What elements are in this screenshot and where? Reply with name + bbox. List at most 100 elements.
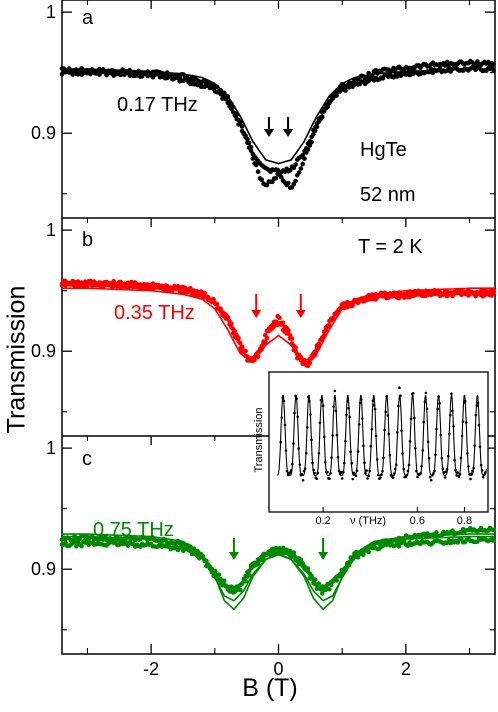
- inset-data-point: [405, 473, 409, 477]
- inset-data-point: [303, 467, 307, 471]
- inset-data-point: [459, 456, 463, 460]
- inset-data-point: [392, 472, 396, 475]
- inset-x-tick-label: 0.6: [410, 515, 425, 527]
- data-point-a: [238, 121, 243, 127]
- data-point-c: [334, 578, 339, 583]
- inset-data-point: [343, 461, 346, 465]
- inset-data-point: [289, 471, 292, 474]
- inset-data-point: [420, 465, 424, 468]
- data-point-a: [259, 177, 265, 182]
- data-point-a: [287, 167, 293, 173]
- inset-data-point: [455, 474, 459, 477]
- field-arrow-head: [318, 552, 329, 560]
- inset-data-point: [331, 434, 335, 437]
- inset-data-point: [391, 476, 395, 480]
- data-point-c: [79, 543, 84, 549]
- data-point-c: [309, 576, 314, 582]
- data-point-c: [125, 543, 131, 548]
- inset-data-point: [290, 468, 293, 472]
- data-point-b: [330, 315, 336, 321]
- inset-data-point: [469, 477, 472, 481]
- inset-data-point: [432, 472, 435, 475]
- data-point-c: [298, 559, 304, 565]
- inset-data-point: [456, 471, 460, 474]
- inset-data-point: [437, 395, 441, 399]
- inset-data-point: [438, 402, 442, 405]
- data-point-a: [298, 166, 304, 171]
- inset-data-point: [424, 391, 428, 395]
- data-point-b: [287, 336, 293, 341]
- y-tick-label: 0.9: [31, 559, 56, 579]
- inset-data-point: [416, 475, 419, 479]
- data-point-a: [293, 162, 298, 167]
- inset-data-point: [480, 469, 484, 472]
- inset-data-point: [434, 453, 437, 457]
- data-point-c: [243, 578, 248, 584]
- inset-data-point: [426, 440, 430, 444]
- inset-data-point: [446, 454, 450, 458]
- inset-data-point: [385, 395, 389, 398]
- data-point-c: [291, 552, 297, 558]
- inset-data-point: [472, 466, 475, 470]
- data-point-b: [218, 308, 223, 314]
- fit-curve-a: [62, 68, 495, 165]
- data-point-b: [202, 290, 207, 296]
- data-point-a: [302, 156, 307, 161]
- inset-data-point: [450, 392, 453, 396]
- inset-data-point: [440, 456, 444, 460]
- inset-data-point: [471, 469, 474, 473]
- panel-b: 1 0.9 b T = 2 K 0.35 THz: [31, 220, 496, 413]
- inset-data-point: [294, 394, 297, 398]
- x-tick-label: 2: [401, 659, 411, 679]
- inset-data-point: [411, 392, 415, 395]
- inset-data-point: [283, 423, 287, 427]
- inset-data-point: [407, 463, 411, 467]
- panel-letter: c: [82, 448, 92, 470]
- inset-data-point: [365, 469, 368, 472]
- data-point-b: [198, 291, 204, 296]
- inset-data-point: [409, 417, 413, 421]
- inset-data-point: [322, 435, 326, 439]
- inset-data-point: [350, 461, 354, 465]
- inset-data-point: [474, 413, 478, 417]
- inset-data-point: [311, 461, 314, 465]
- data-point-a: [309, 134, 314, 140]
- data-point-a: [273, 175, 279, 181]
- inset-data-point: [433, 469, 436, 473]
- data-point-a: [234, 116, 239, 122]
- inset-data-point: [435, 427, 438, 431]
- inset-data-point: [357, 423, 361, 426]
- inset-data-point: [442, 471, 446, 474]
- inset-data-point: [464, 421, 468, 424]
- inset-data-point: [393, 467, 397, 471]
- inset-data-point: [337, 469, 341, 473]
- inset-data-point: [362, 444, 365, 448]
- data-point-b: [491, 290, 496, 296]
- data-point-a: [264, 182, 270, 188]
- data-point-c: [305, 569, 311, 574]
- inset-data-point: [296, 415, 300, 419]
- inset-data-point: [419, 471, 422, 475]
- data-point-b: [286, 331, 291, 336]
- inset-data-point: [375, 458, 379, 461]
- inset-data-point: [317, 452, 321, 455]
- inset-data-point: [441, 467, 445, 471]
- inset-data-point: [346, 400, 349, 403]
- data-point-a: [343, 88, 348, 93]
- inset-data-point: [366, 477, 369, 480]
- data-point-c: [491, 538, 496, 543]
- data-point-a: [300, 161, 306, 167]
- inset-data-point: [468, 473, 471, 476]
- data-point-c: [74, 543, 79, 549]
- inset-data-point: [425, 407, 429, 411]
- y-tick-label: 0.9: [31, 341, 56, 361]
- data-point-b: [236, 339, 241, 344]
- inset-data-point: [406, 469, 410, 473]
- data-point-a: [334, 90, 339, 95]
- inset-data-point: [398, 386, 401, 390]
- data-point-b: [473, 293, 478, 299]
- data-point-a: [443, 63, 448, 68]
- inset-data-point: [326, 470, 329, 474]
- field-arrow-head: [251, 310, 262, 318]
